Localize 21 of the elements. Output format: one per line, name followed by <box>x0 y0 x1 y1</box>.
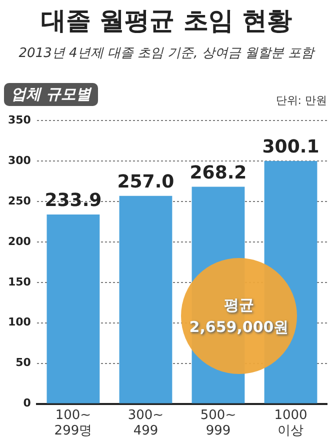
text: 단위: 만원 <box>276 93 327 108</box>
y-tick-label: 100 <box>8 316 32 329</box>
annotation: 평균 2,659,000원 <box>188 295 290 338</box>
y-tick-label: 350 <box>8 113 32 126</box>
x-tick-label: 300~ 499 <box>128 408 164 439</box>
text: 업체 규모별 <box>4 83 98 106</box>
x-tick-label: 500~ 999 <box>200 408 236 439</box>
y-tick-label: 300 <box>8 154 32 167</box>
y-tick-label: 250 <box>8 194 32 208</box>
data-label: 268.2 <box>190 162 247 184</box>
data-label: 233.9 <box>44 190 102 212</box>
chart-title: 대졸 월평균 초임 현황 <box>40 5 294 37</box>
x-tick-label: 100~ 299명 <box>54 408 92 439</box>
y-tick-label: 200 <box>8 234 32 248</box>
y-tick-label: 150 <box>8 275 32 288</box>
data-label: 257.0 <box>117 172 174 193</box>
y-tick-label: 50 <box>16 356 32 370</box>
x-tick-label: 1000 이상 <box>274 408 308 439</box>
chart-subtitle: 2013년 4년제 대졸 초임 기준, 상여금 월할분 포함 <box>18 45 316 62</box>
data-label: 300.1 <box>262 136 320 158</box>
y-tick-label: 0 <box>23 396 32 410</box>
